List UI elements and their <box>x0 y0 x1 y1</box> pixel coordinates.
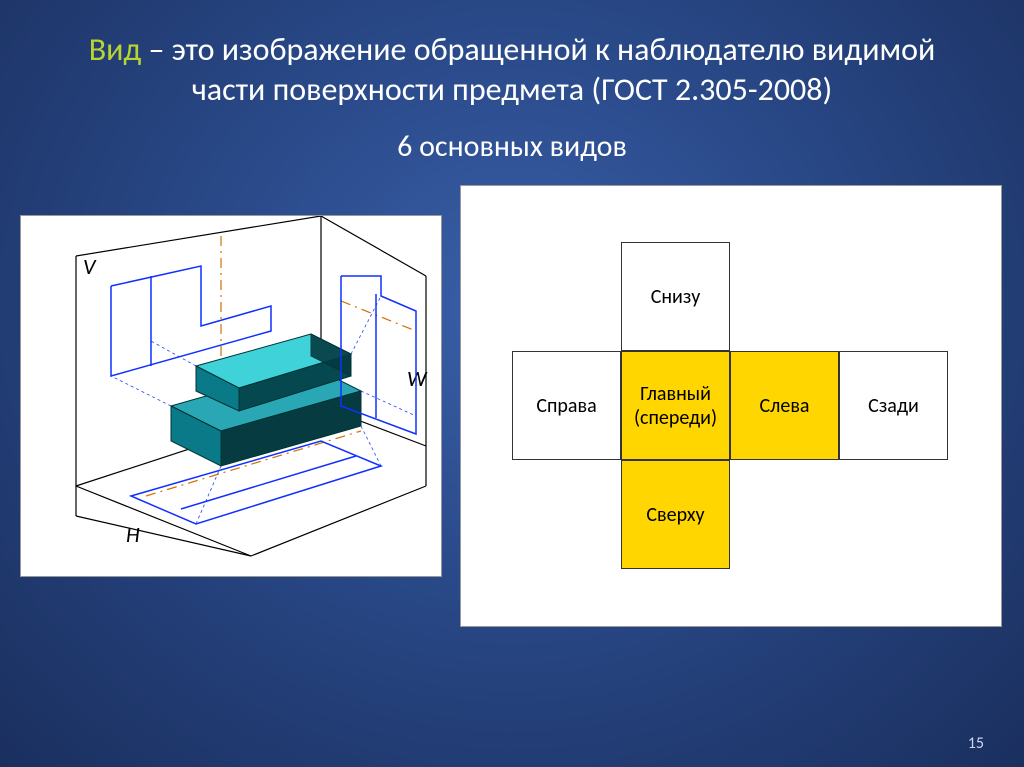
label-w: W <box>407 365 428 392</box>
view-cell-front: Главный(спереди) <box>621 351 730 460</box>
view-cell-label: Слева <box>760 394 810 418</box>
views-grid: Снизу Справа Главный(спереди) Слева Сзади Све… <box>461 186 1001 626</box>
view-cell-label: Справа <box>536 394 596 418</box>
title-rest: – это изображение обращенной к наблюдате… <box>141 30 935 109</box>
view-cell-top: Сверху <box>621 460 730 569</box>
content-area: V W H <box>0 185 1024 625</box>
page-number: 15 <box>968 734 984 753</box>
slide-title: Вид – это изображение обращенной к наблю… <box>0 0 1024 120</box>
label-v: V <box>83 253 97 280</box>
view-cell-label: Снизу <box>651 285 701 309</box>
label-h: H <box>126 521 140 548</box>
view-cell-bottom: Снизу <box>621 242 730 351</box>
view-cell-right: Справа <box>512 351 621 460</box>
view-cell-label: Сзади <box>868 394 919 418</box>
projection-panel: V W H <box>20 215 442 577</box>
view-cell-label: Главный(спереди) <box>634 382 717 430</box>
title-accent: Вид <box>89 30 142 69</box>
slide-subtitle: 6 основных видов <box>0 128 1024 165</box>
views-panel: Снизу Справа Главный(спереди) Слева Сзади Све… <box>460 185 1002 627</box>
view-cell-label: Сверху <box>646 503 704 527</box>
view-cell-left: Слева <box>730 351 839 460</box>
view-cell-rear: Сзади <box>839 351 948 460</box>
projection-svg: V W H <box>21 216 441 576</box>
